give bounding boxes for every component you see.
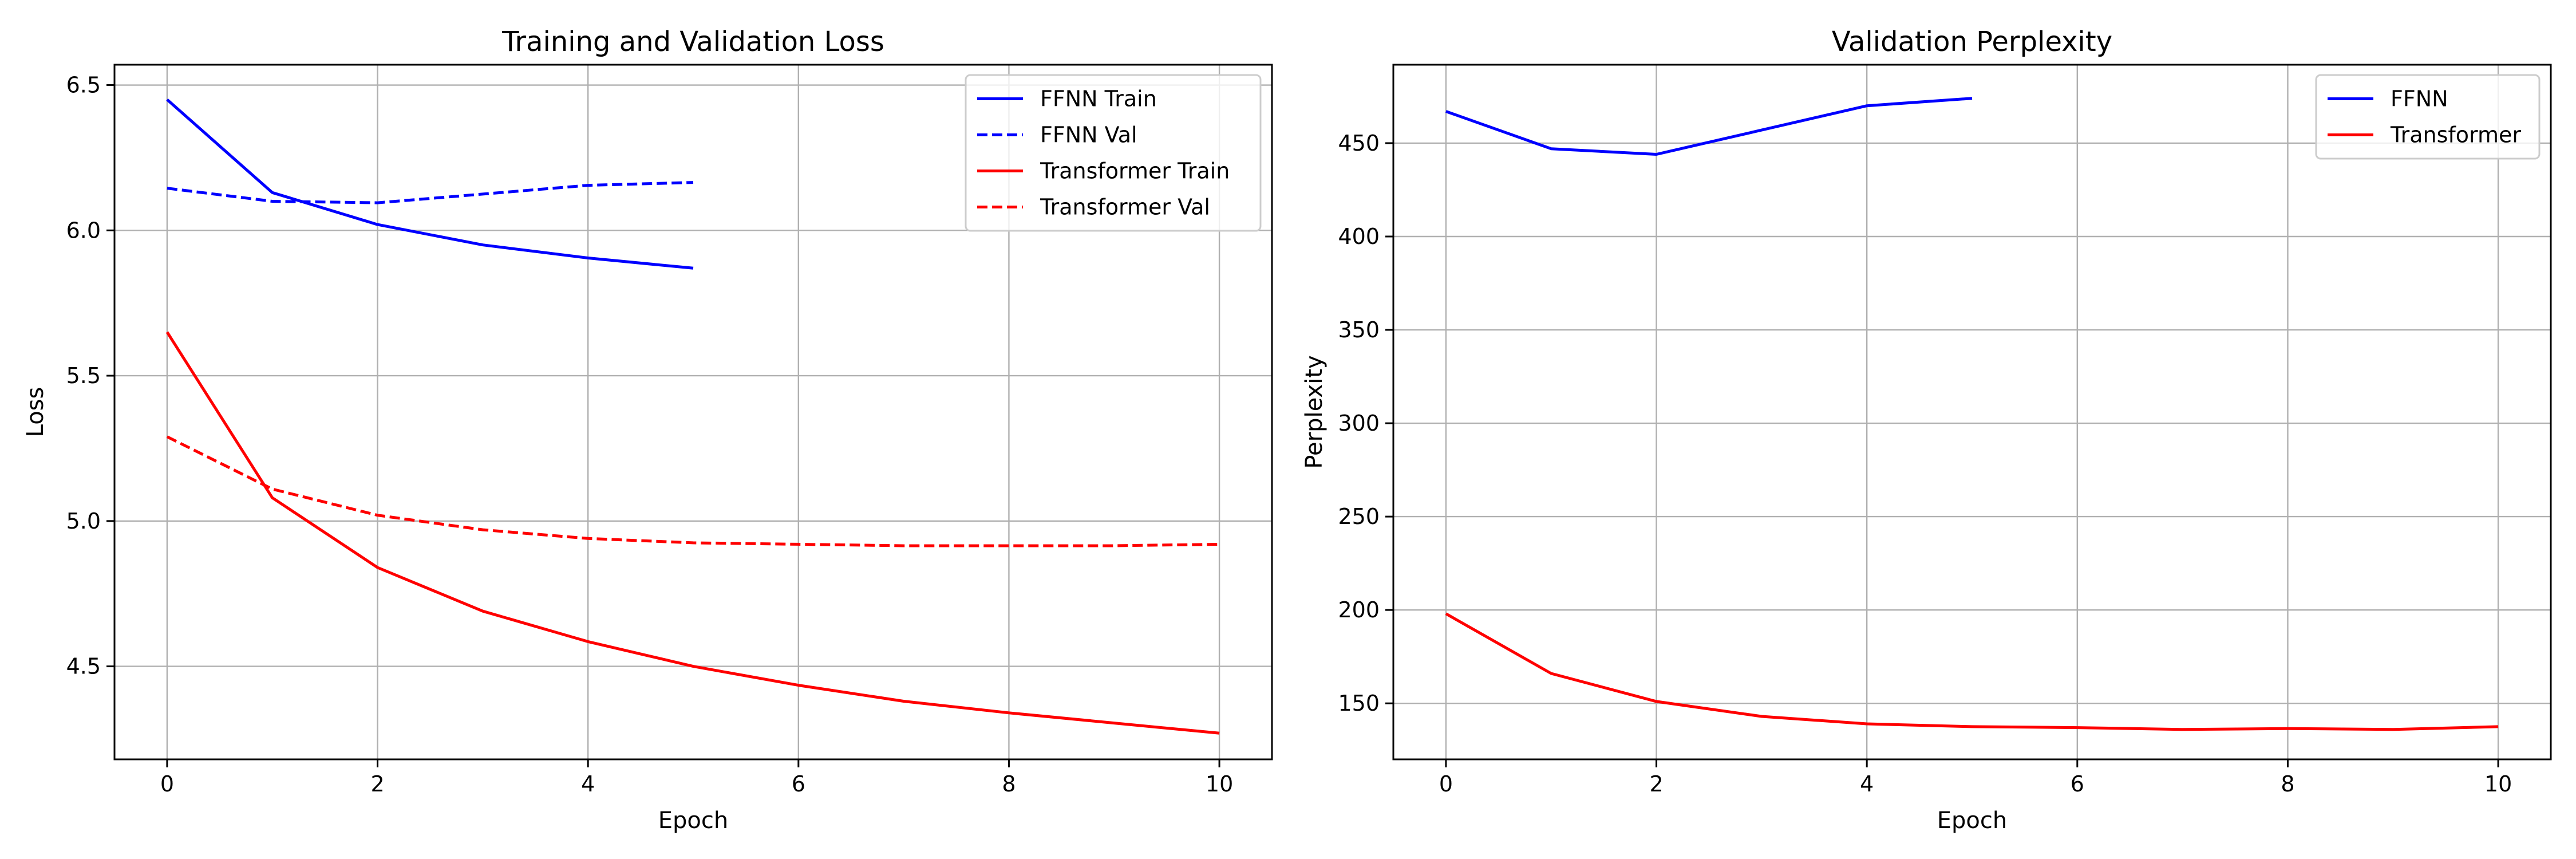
- loss-legend-label-3: Transformer Val: [1040, 195, 1210, 220]
- loss-series-line-1: [167, 181, 694, 204]
- loss-xtick-label-0: 0: [160, 771, 174, 797]
- loss-xtick-label-3: 6: [792, 771, 805, 797]
- loss-axes-frame: [113, 64, 1273, 761]
- loss-legend-label-1: FFNN Val: [1040, 123, 1137, 148]
- ppl-chart-title: Validation Perplexity: [1832, 26, 2112, 58]
- ppl-y-axis-label: Perplexity: [1301, 355, 1327, 468]
- ppl-axes-frame: [1392, 64, 2552, 761]
- loss-xtick-label-1: 2: [370, 771, 384, 797]
- ppl-xtick-label-2: 4: [1860, 771, 1874, 797]
- loss-ytick-label-1: 5.0: [66, 509, 101, 534]
- loss-ytick-label-3: 6.0: [66, 218, 101, 243]
- ppl-x-axis-label: Epoch: [1937, 807, 2007, 834]
- loss-series-line-0: [166, 98, 694, 270]
- ppl-xtick-label-0: 0: [1439, 771, 1453, 797]
- ppl-series-line-1: [1445, 612, 2499, 731]
- loss-xtick-label-2: 4: [581, 771, 595, 797]
- ppl-legend-label-1: Transformer: [2390, 123, 2521, 148]
- ppl-xtick-label-3: 6: [2071, 771, 2084, 797]
- ppl-ytick-label-5: 400: [1338, 224, 1380, 249]
- loss-chart-title: Training and Validation Loss: [501, 26, 884, 58]
- loss-legend-label-2: Transformer Train: [1040, 159, 1230, 184]
- loss-xtick-label-5: 10: [1206, 771, 1233, 797]
- loss-chart: 0 2 4 6 8 10 4.5 5.0 5.5 6.0 6.5 Training and Valid…: [22, 26, 1273, 834]
- ppl-ytick-label-6: 450: [1338, 131, 1380, 156]
- ppl-xtick-label-1: 2: [1649, 771, 1663, 797]
- ppl-chart: 0 2 4 6 8 10 150 200 250 300 350 400 450 Validation P…: [1301, 26, 2552, 834]
- loss-ytick-label-4: 6.5: [66, 73, 101, 98]
- ppl-ytick-label-0: 150: [1338, 691, 1380, 716]
- ppl-legend: FFNN Transformer: [2315, 74, 2541, 160]
- loss-legend-label-0: FFNN Train: [1040, 86, 1157, 112]
- loss-series-line-3: [166, 435, 1220, 547]
- ppl-ytick-label-4: 350: [1338, 317, 1380, 342]
- loss-ytick-label-2: 5.5: [66, 363, 101, 388]
- ppl-legend-box: [2315, 74, 2541, 160]
- ppl-series-line-0: [1445, 97, 1973, 156]
- loss-legend-box: [965, 74, 1262, 232]
- ppl-ytick-label-2: 250: [1338, 504, 1380, 529]
- loss-ytick-label-0: 4.5: [66, 654, 101, 679]
- loss-y-axis-label: Loss: [22, 387, 49, 438]
- loss-series-line-2: [165, 331, 1220, 735]
- ppl-xtick-label-5: 10: [2484, 771, 2512, 797]
- ppl-xtick-label-4: 8: [2281, 771, 2294, 797]
- loss-legend: FFNN Train FFNN Val Transformer Train Trans…: [965, 74, 1262, 232]
- ppl-ytick-label-1: 200: [1338, 597, 1380, 622]
- ppl-legend-label-0: FFNN: [2391, 86, 2448, 112]
- loss-xtick-label-4: 8: [1002, 771, 1016, 797]
- loss-x-axis-label: Epoch: [658, 807, 728, 834]
- ppl-ytick-label-3: 300: [1338, 411, 1380, 436]
